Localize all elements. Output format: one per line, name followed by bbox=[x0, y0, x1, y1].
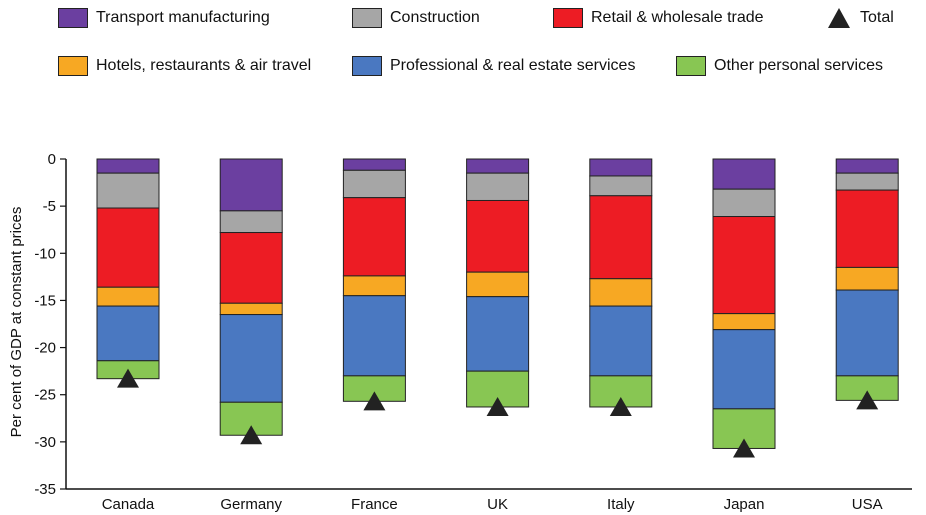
total-marker-france bbox=[363, 391, 386, 411]
y-tick-label: -20 bbox=[34, 340, 56, 357]
y-tick-label: -35 bbox=[34, 481, 56, 498]
legend-item-retail-wholesale: Retail & wholesale trade bbox=[553, 6, 764, 30]
legend-swatch-construction bbox=[352, 8, 382, 28]
legend-swatch-professional bbox=[352, 56, 382, 76]
bar-segment-canada-retail-and-wholesale-trade bbox=[96, 207, 160, 288]
bar-segment-italy-transport-manufacturing bbox=[589, 158, 653, 177]
bar-segment-france-construction bbox=[342, 169, 406, 199]
bar-segment-france-professional-and-real-estate-services bbox=[342, 295, 406, 377]
legend-label-transport-manufacturing: Transport manufacturing bbox=[96, 9, 270, 26]
legend-swatch-other-personal bbox=[676, 56, 706, 76]
y-tick-label: 0 bbox=[48, 151, 56, 168]
bar-segment-uk-construction bbox=[466, 172, 530, 201]
bar-segment-canada-hotels-restaurants-and-air-travel bbox=[96, 286, 160, 307]
bar-segment-italy-retail-and-wholesale-trade bbox=[589, 195, 653, 280]
legend-label-other-personal: Other personal services bbox=[714, 57, 883, 74]
legend-item-hotels: Hotels, restaurants & air travel bbox=[58, 54, 311, 78]
bar-segment-france-retail-and-wholesale-trade bbox=[342, 197, 406, 277]
bar-segment-japan-hotels-restaurants-and-air-travel bbox=[712, 313, 776, 331]
bar-segment-france-transport-manufacturing bbox=[342, 158, 406, 171]
bar-segment-germany-transport-manufacturing bbox=[219, 158, 283, 212]
total-marker-uk bbox=[486, 396, 509, 416]
x-tick-label-japan: Japan bbox=[724, 496, 765, 513]
legend-swatch-hotels bbox=[58, 56, 88, 76]
bar-segment-uk-professional-and-real-estate-services bbox=[466, 296, 530, 372]
bar-segment-usa-professional-and-real-estate-services bbox=[835, 289, 899, 377]
y-tick-label: -30 bbox=[34, 434, 56, 451]
bar-segment-usa-retail-and-wholesale-trade bbox=[835, 189, 899, 268]
y-tick-label: -10 bbox=[34, 245, 56, 262]
legend-label-hotels: Hotels, restaurants & air travel bbox=[96, 57, 312, 74]
chart-legend: Transport manufacturing Construction Ret… bbox=[0, 0, 926, 90]
x-tick-label-france: France bbox=[351, 496, 398, 513]
x-tick-label-usa: USA bbox=[852, 496, 883, 513]
legend-item-other-personal: Other personal services bbox=[676, 54, 883, 78]
legend-item-construction: Construction bbox=[352, 6, 480, 30]
legend-swatch-transport-manufacturing bbox=[58, 8, 88, 28]
y-axis-label: Per cent of GDP at constant prices bbox=[8, 207, 25, 438]
bar-segment-japan-professional-and-real-estate-services bbox=[712, 329, 776, 410]
y-tick-label: -5 bbox=[43, 198, 56, 215]
bar-segment-japan-construction bbox=[712, 188, 776, 218]
y-tick-label: -25 bbox=[34, 387, 56, 404]
legend-label-professional: Professional & real estate services bbox=[390, 57, 636, 74]
bar-segment-germany-construction bbox=[219, 210, 283, 234]
bar-segment-uk-hotels-restaurants-and-air-travel bbox=[466, 271, 530, 298]
legend-item-professional: Professional & real estate services bbox=[352, 54, 635, 78]
legend-label-construction: Construction bbox=[390, 9, 480, 26]
bar-segment-canada-professional-and-real-estate-services bbox=[96, 305, 160, 362]
total-marker-germany bbox=[240, 425, 263, 445]
bar-segment-uk-transport-manufacturing bbox=[466, 158, 530, 174]
bar-segment-italy-professional-and-real-estate-services bbox=[589, 305, 653, 377]
x-tick-label-germany: Germany bbox=[220, 496, 282, 513]
bar-segment-usa-transport-manufacturing bbox=[835, 158, 899, 174]
bar-segment-uk-retail-and-wholesale-trade bbox=[466, 199, 530, 273]
x-tick-label-italy: Italy bbox=[607, 496, 635, 513]
chart-axes: 0 -5 -10 -15 -20 -25 -30 -35 Canada Germany France… bbox=[34, 151, 912, 513]
total-marker-usa bbox=[856, 390, 879, 410]
x-tick-label-uk: UK bbox=[487, 496, 508, 513]
bar-segment-france-hotels-restaurants-and-air-travel bbox=[342, 275, 406, 297]
total-marker-canada bbox=[117, 368, 139, 388]
bar-segment-germany-hotels-restaurants-and-air-travel bbox=[219, 302, 283, 316]
total-marker-japan bbox=[733, 438, 755, 458]
bar-segment-italy-construction bbox=[589, 175, 653, 197]
y-tick-label: -15 bbox=[34, 292, 56, 309]
total-marker-italy bbox=[609, 396, 632, 416]
chart-bars bbox=[96, 158, 899, 449]
bar-segment-usa-hotels-restaurants-and-air-travel bbox=[835, 266, 899, 291]
legend-total-triangle-icon bbox=[828, 8, 850, 28]
legend-label-retail-wholesale: Retail & wholesale trade bbox=[591, 9, 764, 26]
total-markers bbox=[117, 368, 879, 458]
legend-label-total: Total bbox=[860, 9, 894, 26]
bar-segment-canada-construction bbox=[96, 172, 160, 209]
bar-segment-usa-construction bbox=[835, 172, 899, 191]
legend-item-total: Total bbox=[828, 6, 894, 30]
legend-swatch-retail-wholesale bbox=[553, 8, 583, 28]
bar-segment-canada-transport-manufacturing bbox=[96, 158, 160, 174]
bar-segment-germany-retail-and-wholesale-trade bbox=[219, 232, 283, 304]
bar-segment-germany-professional-and-real-estate-services bbox=[219, 314, 283, 403]
legend-item-transport-manufacturing: Transport manufacturing bbox=[58, 6, 270, 30]
x-tick-label-canada: Canada bbox=[102, 496, 155, 513]
bar-segment-japan-retail-and-wholesale-trade bbox=[712, 216, 776, 315]
bar-segment-italy-hotels-restaurants-and-air-travel bbox=[589, 278, 653, 307]
bar-segment-japan-transport-manufacturing bbox=[712, 158, 776, 190]
